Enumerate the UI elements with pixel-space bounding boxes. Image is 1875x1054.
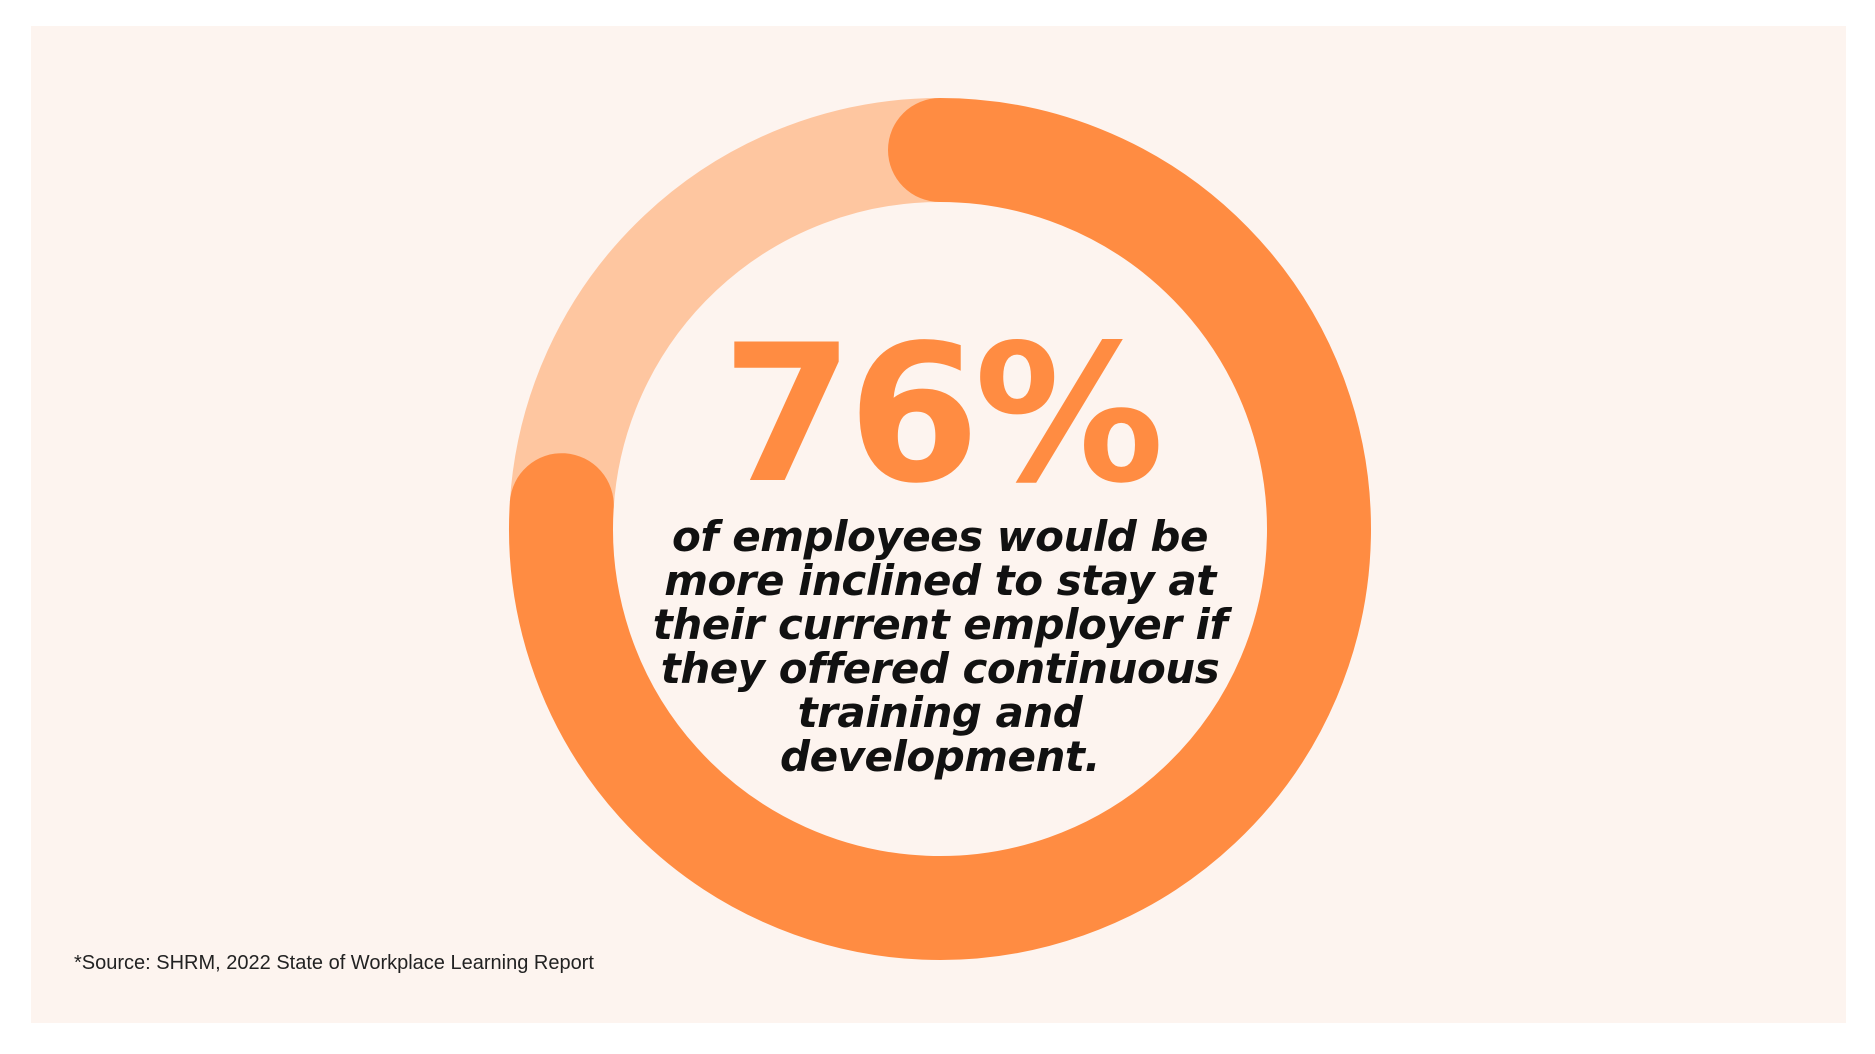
source-note: *Source: SHRM, 2022 State of Workplace L…	[74, 952, 594, 974]
donut-segment	[509, 98, 941, 510]
value-label: 76%	[721, 304, 1165, 525]
donut-segment	[509, 98, 1371, 960]
description: of employees would be more inclined to s…	[652, 512, 1228, 781]
